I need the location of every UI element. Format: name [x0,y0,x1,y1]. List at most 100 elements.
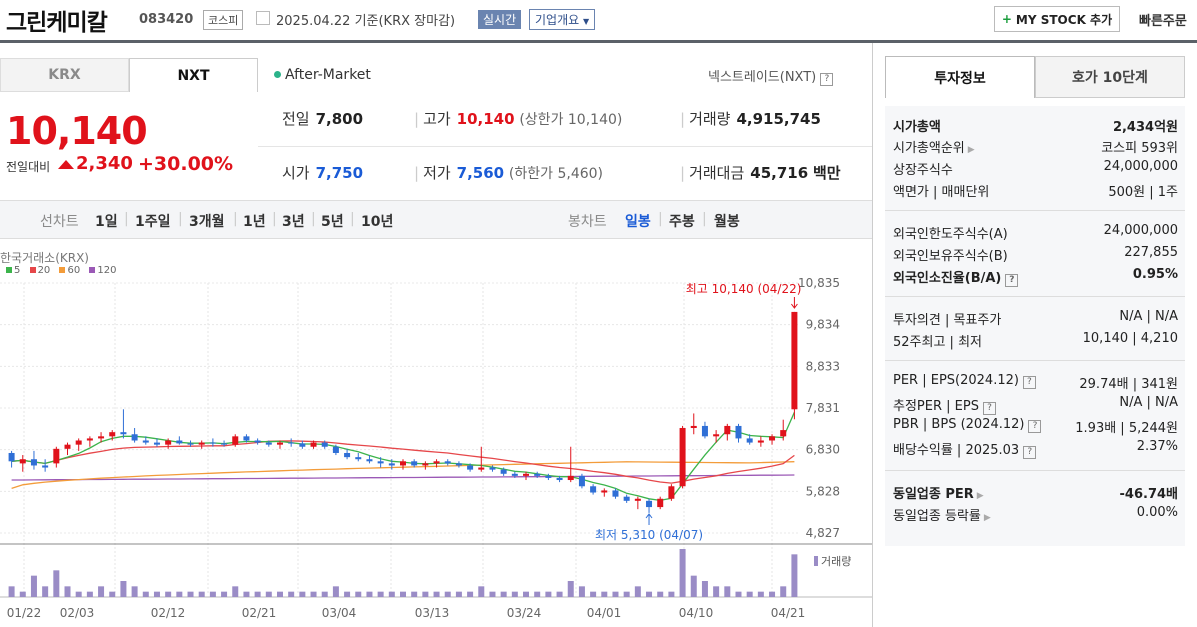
volume-bar [299,591,306,597]
volume-bar [735,591,742,597]
open-value: 7,750 [315,164,364,182]
period-3m[interactable]: 3개월 [189,214,225,230]
volume-bar [243,591,250,597]
tab-hoga-10[interactable]: 호가 10단계 [1035,56,1185,98]
stock-code: 083420 [139,12,194,27]
volume-bar [344,591,351,597]
volume-bar [780,586,787,597]
tab-krx[interactable]: KRX [0,58,129,92]
candle-body [791,311,798,410]
candle-body [724,425,731,435]
info-row: 배당수익률 | 2025.03? 2.37% [893,439,1178,459]
tab-nxt[interactable]: NXT [129,58,258,92]
date-info: 2025.04.22 기준(KRX 장마감) [276,14,456,29]
period-daily[interactable]: 일봉 [625,214,651,230]
candle-body [545,475,552,478]
candle-body [243,436,250,441]
high-arrow-icon [791,297,798,309]
candle-chart-label: 봉차트 [568,214,607,230]
price-chart[interactable]: 10,835 9,834 8,833 7,831 6,830 5,828 4,827 거래량 최… [0,275,872,627]
help-icon[interactable]: ? [1005,274,1019,287]
info-row-label: 52주최고 | 최저 [893,335,982,350]
investment-info-panel: 투자정보 호가 10단계 시가총액 2,434억원 시가총액순위 ▶ 코스피 593위 상… [885,56,1185,546]
y-tick-label: 9,834 [806,318,840,332]
volume-bar [165,591,172,597]
y-tick-label: 4,827 [806,526,840,540]
x-tick-label: 02/21 [242,606,277,620]
high-price: | 고가 10,140 (상한가 10,140) [410,108,622,129]
period-1d[interactable]: 1일 [95,214,118,230]
volume: | 거래량 4,915,745 [676,108,821,129]
chevron-right-icon[interactable]: ▶ [976,491,984,501]
info-divider [885,210,1185,211]
candle-body [467,465,474,470]
y-tick-label: 6,830 [806,443,840,457]
period-monthly[interactable]: 월봉 [714,214,740,230]
period-weekly[interactable]: 주봉 [669,214,695,230]
info-row-label: 시가총액순위 ▶ [893,141,975,156]
volume-bar [30,575,37,597]
help-icon[interactable]: ? [1022,376,1036,389]
volume-bar [511,591,518,597]
status-dot-icon [274,71,281,78]
ma-60-label: 60 [67,265,81,276]
candle-body [344,452,351,458]
chevron-right-icon[interactable]: ▶ [967,145,975,155]
mystock-add-button[interactable]: + MY STOCK 추가 [994,6,1120,32]
info-table: 시가총액 2,434억원 시가총액순위 ▶ 코스피 593위 상장주식수 24,000,00… [885,106,1185,546]
info-row-value: N/A | N/A [1119,309,1178,324]
nxt-info-link[interactable]: 넥스트레이드(NXT) ? [708,66,834,86]
volume-bar [64,586,71,597]
stock-header: 그린케미칼 083420 코스피 2025.04.22 기준(KRX 장마감) … [0,0,1197,43]
period-5y[interactable]: 5년 [321,214,344,230]
x-tick-label: 02/12 [151,606,186,620]
candle-body [780,430,787,437]
low-label: 저가 [423,164,451,182]
candle-body [42,465,49,468]
info-row-value: 227,855 [1124,245,1178,260]
company-overview-button[interactable]: 기업개요 ▼ [529,9,596,30]
candle-body [713,434,720,437]
volume-bar [86,591,93,597]
help-icon[interactable]: ? [1023,446,1037,459]
volume-bar [153,591,160,597]
candle-body [64,444,71,449]
period-10y[interactable]: 10년 [361,214,394,230]
help-icon[interactable]: ? [1028,420,1042,433]
volume-label: 거래량 [821,555,851,568]
prev-close: 전일 7,800 [282,108,363,129]
help-icon[interactable]: ? [820,73,834,86]
info-row-label: 동일업종 등락률 ▶ [893,509,991,524]
period-1w[interactable]: 1주일 [135,214,171,230]
candle-body [668,486,675,499]
panel-divider [872,43,873,627]
info-row-label: 동일업종 PER ▶ [893,487,984,502]
candle-body [98,436,105,439]
volume-bar [53,570,60,597]
volume-bar [98,586,105,597]
volume-bar [679,549,686,597]
chevron-right-icon[interactable]: ▶ [983,513,991,523]
candle-body [400,461,406,466]
plus-icon: + [1001,12,1012,26]
tab-investment-info[interactable]: 투자정보 [885,56,1035,98]
open-label: 시가 [282,164,310,182]
period-3y[interactable]: 3년 [282,214,305,230]
low-price: | 저가 7,560 (하한가 5,460) [410,162,603,183]
volume-bar [355,591,362,597]
candle-body [422,463,429,466]
candle-body [679,428,686,487]
volume-bar [500,591,507,597]
period-1y[interactable]: 1년 [243,214,266,230]
info-row-value: 10,140 | 4,210 [1082,331,1178,346]
ma-120-line [11,474,795,481]
candle-body [489,467,496,470]
nxt-info-label: 넥스트레이드(NXT) [708,70,817,85]
quick-order-link[interactable]: 빠른주문 [1139,14,1187,29]
volume-bar [612,591,619,597]
help-icon[interactable]: ? [982,402,996,415]
candle-body [299,443,306,447]
volume-bar [769,591,776,597]
realtime-button[interactable]: 실시간 [478,10,522,29]
info-row: PER | EPS(2024.12)? 29.74배 | 341원 [893,373,1178,393]
